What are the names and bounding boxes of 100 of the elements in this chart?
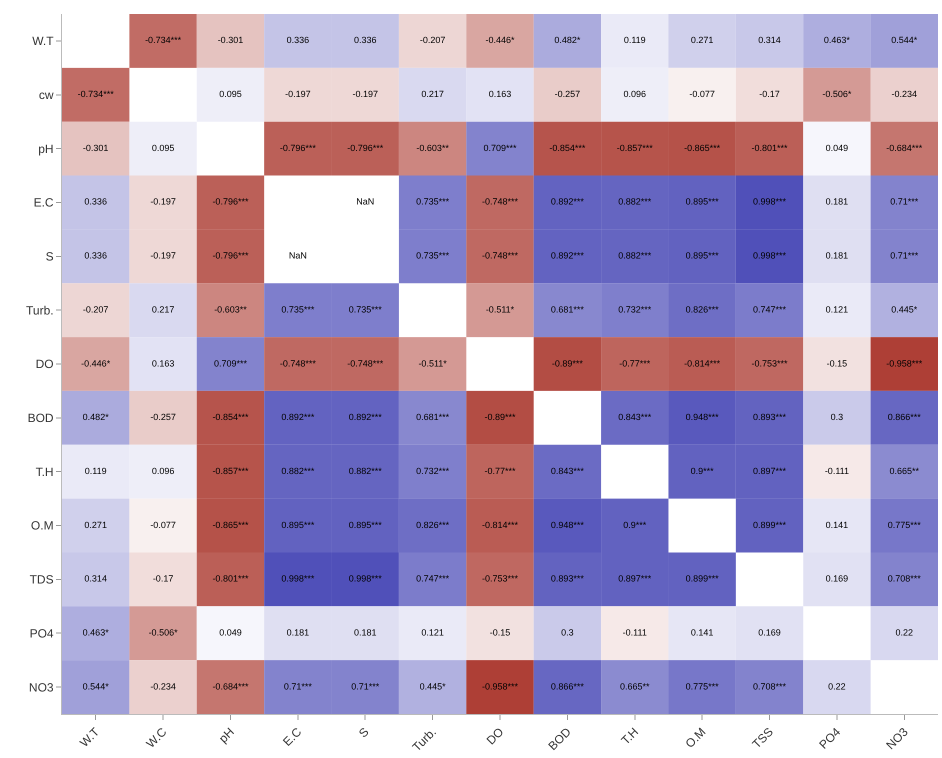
data-label: 0.71*** <box>890 196 919 207</box>
data-label: 0.843*** <box>550 466 584 476</box>
data-label: 0.892*** <box>348 412 382 422</box>
data-label: -0.077 <box>150 520 176 530</box>
data-label: -0.684*** <box>212 681 249 692</box>
data-label: 0.119 <box>84 466 107 476</box>
y-tick-label: cw <box>38 88 54 102</box>
data-label: -0.801*** <box>752 142 788 153</box>
data-label: 0.681*** <box>416 412 450 422</box>
data-label: -0.446* <box>81 358 111 368</box>
data-label: 0.121 <box>826 304 848 314</box>
data-label: -0.301 <box>82 142 108 153</box>
x-tick-label: TSS <box>750 724 776 752</box>
data-label: -0.197 <box>150 196 176 207</box>
data-label: 0.181 <box>826 196 848 207</box>
data-label: 0.141 <box>690 627 714 638</box>
data-label: -0.15 <box>490 627 510 638</box>
data-label: 0.181 <box>826 250 848 261</box>
data-label: -0.796*** <box>212 196 249 207</box>
data-label: 0.3 <box>561 627 574 638</box>
x-tick-label: W.C <box>144 724 170 751</box>
data-label: -0.684*** <box>886 142 923 153</box>
data-label: 0.732*** <box>618 304 652 314</box>
data-label: 0.882*** <box>618 196 652 207</box>
y-tick-label: pH <box>38 142 54 156</box>
data-label: 0.119 <box>624 35 646 46</box>
data-label: 0.096 <box>152 466 174 476</box>
data-label: 0.463* <box>824 35 850 46</box>
data-label: 0.895*** <box>686 250 720 261</box>
data-label: -0.77*** <box>619 358 651 368</box>
data-label: -0.603** <box>416 142 450 153</box>
data-label: 0.336 <box>84 196 107 207</box>
data-label: 0.866*** <box>550 681 584 692</box>
data-label: 0.948*** <box>686 412 720 422</box>
data-label: 0.681*** <box>550 304 584 314</box>
data-label: 0.998*** <box>753 250 787 261</box>
data-label: -0.257 <box>150 412 176 422</box>
data-label: 0.217 <box>152 304 174 314</box>
data-label: 0.22 <box>896 627 914 638</box>
data-label: 0.775*** <box>888 520 922 530</box>
data-label: 0.482* <box>554 35 581 46</box>
data-label: 0.271 <box>84 520 107 530</box>
y-tick-label: BOD <box>28 411 54 426</box>
data-label: 0.893*** <box>550 574 584 584</box>
data-label: 0.893*** <box>753 412 787 422</box>
data-label: 0.892*** <box>550 250 584 261</box>
data-label: 0.336 <box>286 35 310 46</box>
y-tick-label: NO3 <box>28 680 54 694</box>
data-label: 0.895*** <box>348 520 382 530</box>
data-label: -0.207 <box>420 35 446 46</box>
data-label: 0.899*** <box>686 574 720 584</box>
data-label: 0.121 <box>421 627 444 638</box>
data-label: 0.22 <box>828 681 846 692</box>
data-label: -0.958*** <box>482 681 519 692</box>
data-label: -0.197 <box>150 250 176 261</box>
data-label: 0.708*** <box>888 574 922 584</box>
y-tick-label: PO4 <box>30 626 54 640</box>
data-label: 0.181 <box>286 627 310 638</box>
data-label: 0.998*** <box>348 574 382 584</box>
data-label: 0.049 <box>219 627 242 638</box>
data-label: -0.511* <box>486 304 515 314</box>
data-label: 0.169 <box>758 627 781 638</box>
y-tick-label: S <box>46 250 54 264</box>
text: NaN <box>288 250 307 261</box>
data-label: 0.735*** <box>416 196 450 207</box>
data-label: 0.843*** <box>618 412 652 422</box>
data-label: 0.3 <box>830 412 844 422</box>
x-tick-label: O.M <box>682 724 709 751</box>
data-label: 0.735*** <box>416 250 450 261</box>
y-tick-label: O.M <box>30 518 54 533</box>
data-label: 0.095 <box>219 89 242 100</box>
data-label: -0.748*** <box>482 250 519 261</box>
data-label: 0.9*** <box>623 520 647 530</box>
data-label: -0.077 <box>689 89 715 100</box>
data-label: -0.865*** <box>684 142 721 153</box>
data-label: -0.446* <box>485 35 516 46</box>
data-label: -0.17 <box>152 574 174 584</box>
data-label: -0.111 <box>824 466 850 476</box>
data-label: 0.71*** <box>890 250 919 261</box>
data-label: -0.511* <box>418 358 448 368</box>
data-label: 0.71*** <box>351 681 380 692</box>
x-tick-label: E.C <box>280 724 304 749</box>
data-label: 0.708*** <box>753 681 787 692</box>
data-label: 0.71*** <box>284 681 312 692</box>
data-label: -0.748*** <box>482 196 519 207</box>
data-label: -0.257 <box>554 89 580 100</box>
data-label: 0.882*** <box>348 466 382 476</box>
data-label: -0.89*** <box>484 412 516 422</box>
data-label: 0.336 <box>354 35 376 46</box>
data-label: 0.709*** <box>214 358 248 368</box>
y-tick-label: Turb. <box>26 303 54 318</box>
data-label: 0.895*** <box>686 196 720 207</box>
data-label: 0.482* <box>82 412 110 422</box>
data-label: 0.948*** <box>550 520 584 530</box>
data-label: -0.854*** <box>549 142 586 153</box>
data-label: 0.314 <box>758 35 781 46</box>
data-label: 0.665** <box>620 681 650 692</box>
data-label: 0.892*** <box>550 196 584 207</box>
data-label: 0.882*** <box>618 250 652 261</box>
data-label: 0.826*** <box>686 304 720 314</box>
